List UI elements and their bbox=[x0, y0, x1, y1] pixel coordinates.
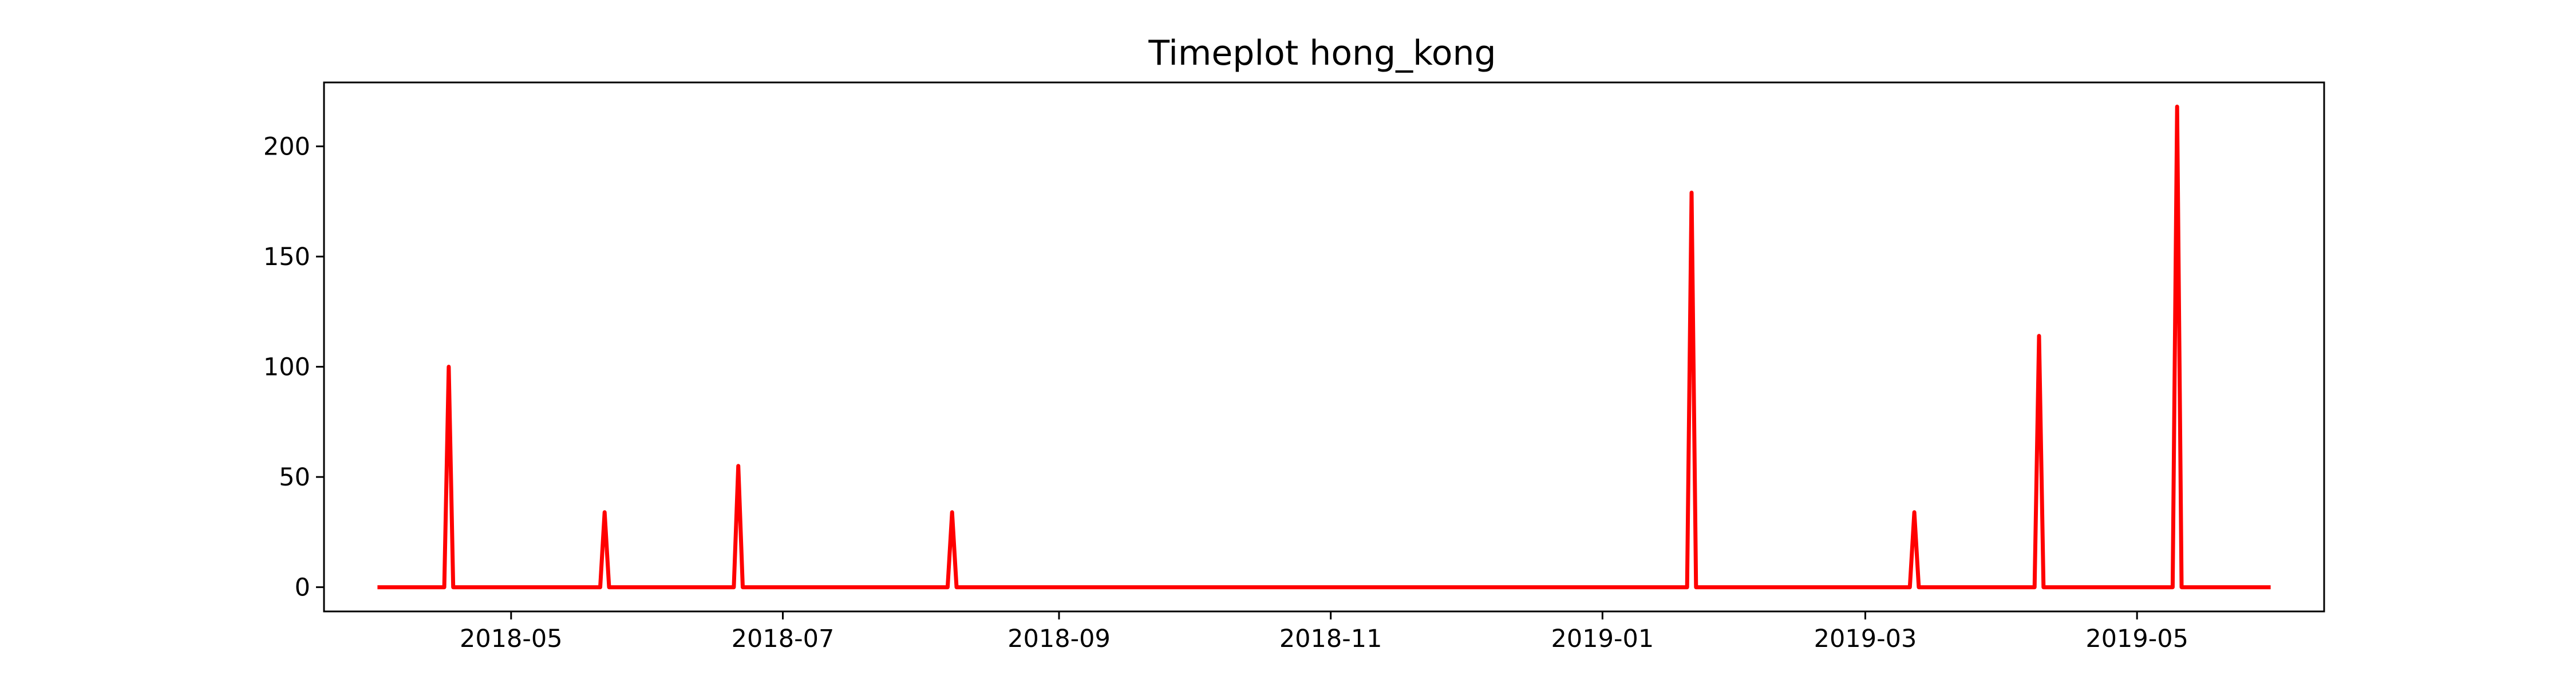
x-tick-label: 2019-05 bbox=[2085, 625, 2188, 653]
y-axis: 0 50 100 150 200 bbox=[263, 133, 324, 602]
y-tick-label: 100 bbox=[263, 353, 310, 382]
series-layer bbox=[377, 104, 2271, 590]
y-tick-label: 150 bbox=[263, 243, 310, 271]
y-tick-label: 50 bbox=[279, 463, 310, 492]
chart-title: Timeplot hong_kong bbox=[1148, 33, 1496, 73]
x-tick-label: 2018-05 bbox=[460, 625, 563, 653]
x-tick-label: 2018-11 bbox=[1279, 625, 1382, 653]
x-axis: 2018-05 2018-07 2018-09 2018-11 2019-01 2019-… bbox=[460, 611, 2188, 653]
x-tick-label: 2019-01 bbox=[1551, 625, 1654, 653]
x-tick-label: 2018-07 bbox=[732, 625, 835, 653]
series-line bbox=[377, 104, 2271, 590]
x-tick-label: 2019-03 bbox=[1814, 625, 1917, 653]
plot-area-frame bbox=[323, 81, 2325, 613]
x-tick-label: 2018-09 bbox=[1008, 625, 1111, 653]
y-tick-label: 200 bbox=[263, 133, 310, 161]
y-tick-label: 0 bbox=[295, 574, 310, 602]
